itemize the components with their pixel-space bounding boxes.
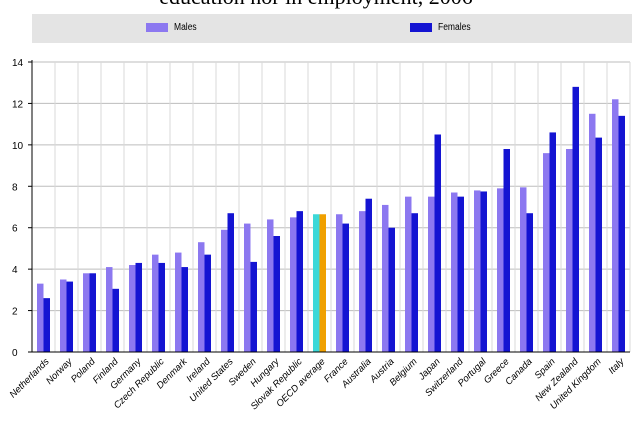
y-tick-label: 6 (12, 224, 18, 235)
bar-males (37, 283, 44, 352)
bar-females (595, 137, 602, 352)
bar-males (129, 265, 136, 352)
bar-females (204, 254, 211, 352)
legend-label-males: Males (174, 22, 197, 33)
bar-males (405, 196, 412, 352)
bar-males (198, 242, 205, 352)
bar-males (290, 217, 297, 352)
chart-title: education nor in employment, 2006 (0, 0, 632, 12)
y-tick-label: 14 (12, 58, 24, 69)
bar-females (503, 149, 510, 352)
bar-females (549, 132, 556, 352)
bar-females (181, 267, 188, 352)
bar-females (572, 86, 579, 352)
bar-males (451, 192, 458, 352)
bar-males (566, 149, 573, 352)
bar-females (66, 281, 73, 352)
bar-females (135, 262, 142, 352)
x-tick-label: Italy (607, 355, 628, 376)
bar-males (106, 267, 113, 352)
bar-males (244, 223, 251, 352)
bar-males (497, 188, 504, 352)
bar-females (388, 227, 395, 352)
legend-item-females: Females (410, 22, 476, 33)
bar-males (543, 153, 550, 352)
bar-males (428, 196, 435, 352)
bar-males (175, 252, 182, 352)
bar-females (250, 261, 257, 352)
bar-females (158, 262, 165, 352)
y-tick-label: 4 (12, 265, 18, 276)
bar-females (89, 273, 96, 352)
bar-males (221, 229, 228, 352)
bar-females (342, 223, 349, 352)
y-tick-label: 12 (12, 99, 24, 110)
legend-swatch-females (410, 23, 432, 32)
bar-females (365, 198, 372, 352)
bar-males (152, 254, 159, 352)
bar-males (612, 99, 619, 353)
bar-females (227, 213, 234, 352)
bar-females (112, 288, 119, 352)
bar-males (336, 214, 343, 352)
bar-males (382, 204, 389, 352)
bar-females (319, 214, 326, 352)
y-tick-label: 2 (12, 307, 18, 318)
bar-females (296, 211, 303, 352)
bar-males (474, 190, 481, 352)
y-tick-label: 10 (12, 141, 24, 152)
bar-females (273, 236, 280, 352)
y-tick-label: 0 (12, 348, 18, 359)
bar-males (520, 187, 527, 352)
bar-males (60, 279, 67, 352)
bar-males (313, 214, 320, 352)
x-tick-label: Norway (44, 355, 75, 386)
bar-females (43, 298, 50, 352)
bar-females (526, 213, 533, 352)
y-tick-label: 8 (12, 182, 18, 193)
legend-label-females: Females (438, 22, 471, 33)
bar-males (267, 219, 274, 352)
bar-males (589, 113, 596, 353)
bar-females (618, 115, 625, 352)
bar-females (457, 196, 464, 352)
legend-item-males: Males (146, 22, 201, 33)
legend: Males Females (32, 14, 632, 43)
bar-males (83, 273, 90, 352)
bar-females (434, 134, 441, 352)
bar-females (411, 213, 418, 352)
bar-males (359, 211, 366, 352)
legend-swatch-males (146, 23, 168, 32)
bar-females (480, 191, 487, 352)
